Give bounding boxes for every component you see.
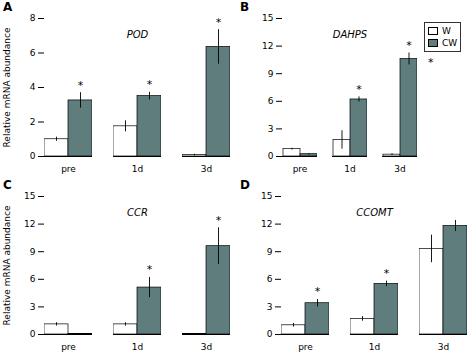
html-text:B: B bbox=[240, 0, 250, 14]
svg-text:Relative mRNA abundance: Relative mRNA abundance bbox=[2, 27, 12, 147]
svg-text:*: * bbox=[147, 78, 153, 91]
svg-text:15: 15 bbox=[262, 13, 273, 23]
svg-text:DAHPS: DAHPS bbox=[333, 29, 368, 40]
svg-text:3: 3 bbox=[30, 302, 36, 312]
svg-text:0: 0 bbox=[30, 329, 36, 339]
svg-text:*: * bbox=[406, 39, 412, 52]
svg-text:pre: pre bbox=[298, 342, 313, 352]
svg-text:8: 8 bbox=[30, 13, 36, 23]
svg-text:CCR: CCR bbox=[127, 207, 148, 218]
svg-text:CCOMT: CCOMT bbox=[356, 207, 393, 218]
svg-text:*: * bbox=[356, 83, 362, 96]
svg-text:9: 9 bbox=[30, 247, 36, 257]
svg-text:1d: 1d bbox=[344, 164, 355, 174]
svg-text:*: * bbox=[216, 214, 222, 227]
html-text:D: D bbox=[240, 178, 250, 192]
svg-text:6: 6 bbox=[30, 48, 36, 58]
svg-text:3: 3 bbox=[268, 124, 274, 134]
html-text:A: A bbox=[3, 0, 13, 14]
html-text:W: W bbox=[442, 26, 451, 36]
svg-text:4: 4 bbox=[30, 82, 36, 92]
svg-text:6: 6 bbox=[30, 274, 36, 284]
html-text:C: C bbox=[3, 178, 12, 192]
svg-text:1d: 1d bbox=[369, 342, 380, 352]
svg-text:*: * bbox=[147, 263, 153, 276]
svg-text:15: 15 bbox=[261, 191, 272, 201]
svg-text:*: * bbox=[384, 267, 390, 280]
svg-text:12: 12 bbox=[24, 219, 35, 229]
svg-text:3d: 3d bbox=[201, 342, 212, 352]
svg-text:pre: pre bbox=[61, 164, 76, 174]
svg-text:Relative mRNA abundance: Relative mRNA abundance bbox=[2, 205, 12, 325]
svg-text:0: 0 bbox=[30, 151, 36, 161]
svg-text:POD: POD bbox=[127, 29, 149, 40]
svg-text:2: 2 bbox=[30, 117, 36, 127]
svg-text:pre: pre bbox=[61, 342, 76, 352]
svg-text:0: 0 bbox=[268, 151, 274, 161]
svg-text:6: 6 bbox=[267, 274, 273, 284]
svg-text:*: * bbox=[78, 79, 84, 92]
svg-text:15: 15 bbox=[24, 191, 35, 201]
svg-text:12: 12 bbox=[262, 41, 273, 51]
svg-text:*: * bbox=[216, 16, 222, 29]
svg-text:0: 0 bbox=[267, 329, 273, 339]
svg-text:6: 6 bbox=[268, 96, 274, 106]
svg-text:12: 12 bbox=[261, 219, 272, 229]
svg-text:pre: pre bbox=[293, 164, 308, 174]
svg-text:3d: 3d bbox=[201, 164, 212, 174]
svg-text:1d: 1d bbox=[132, 342, 143, 352]
svg-text:*: * bbox=[315, 285, 321, 298]
svg-text:9: 9 bbox=[268, 69, 274, 79]
svg-text:9: 9 bbox=[267, 247, 273, 257]
svg-text:3d: 3d bbox=[438, 342, 449, 352]
html-text:CW: CW bbox=[442, 38, 458, 48]
svg-text:1d: 1d bbox=[132, 164, 143, 174]
svg-text:3: 3 bbox=[267, 302, 273, 312]
svg-text:3d: 3d bbox=[394, 164, 405, 174]
